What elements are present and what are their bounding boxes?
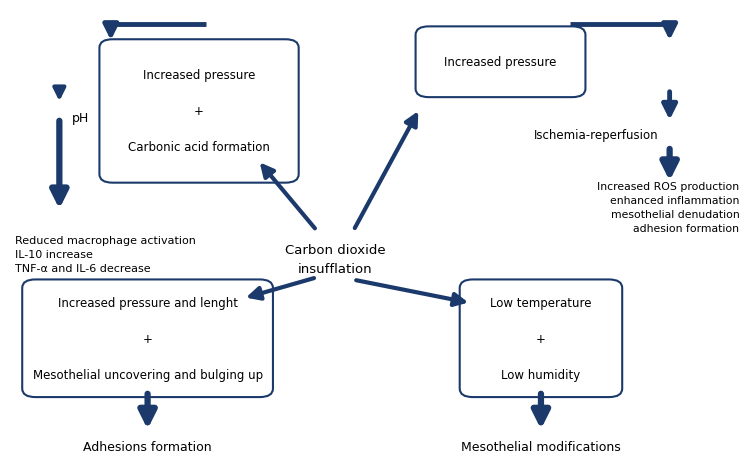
Text: Increased pressure and lenght

+

Mesothelial uncovering and bulging up: Increased pressure and lenght + Mesothel… <box>32 296 263 381</box>
Text: Mesothelial modifications: Mesothelial modifications <box>461 440 621 453</box>
Text: Increased pressure

+

Carbonic acid formation: Increased pressure + Carbonic acid forma… <box>128 69 270 154</box>
Text: Increased ROS production
enhanced inflammation
mesothelial denudation
adhesion f: Increased ROS production enhanced inflam… <box>597 182 740 234</box>
Text: Carbon dioxide
insufflation: Carbon dioxide insufflation <box>285 243 385 275</box>
Text: Low temperature

+

Low humidity: Low temperature + Low humidity <box>490 296 592 381</box>
Text: Reduced macrophage activation
IL-10 increase
TNF-α and IL-6 decrease: Reduced macrophage activation IL-10 incr… <box>15 236 196 273</box>
Text: Ischemia-reperfusion: Ischemia-reperfusion <box>534 129 659 141</box>
Text: Adhesions formation: Adhesions formation <box>83 440 212 453</box>
FancyBboxPatch shape <box>99 40 299 183</box>
Text: pH: pH <box>72 112 89 125</box>
FancyBboxPatch shape <box>23 280 273 397</box>
FancyBboxPatch shape <box>460 280 623 397</box>
Text: Increased pressure: Increased pressure <box>445 56 556 69</box>
FancyBboxPatch shape <box>415 27 586 98</box>
